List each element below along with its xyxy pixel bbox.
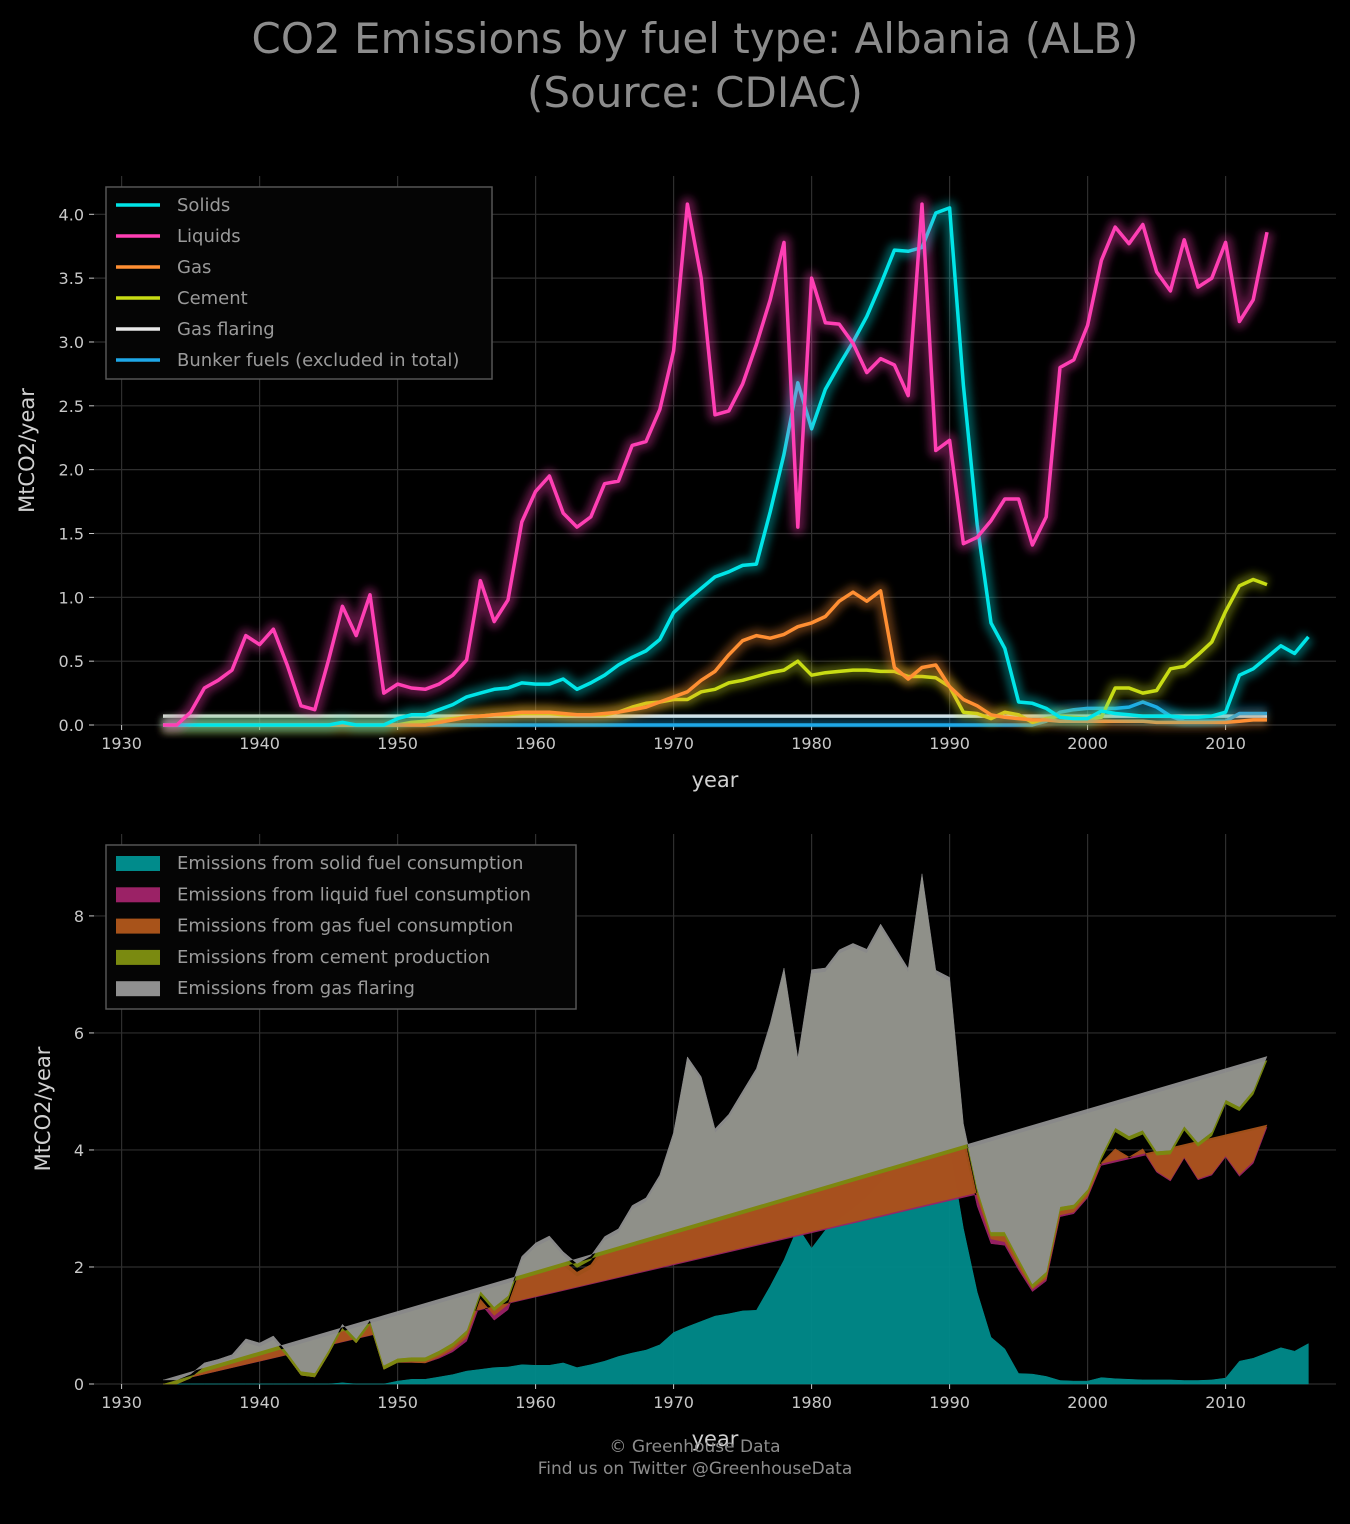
c1-xtick-label: 1960 — [515, 734, 556, 753]
c1-xtick-label: 1990 — [929, 734, 970, 753]
c2-xtick-label: 1970 — [653, 1393, 694, 1412]
c2-legend-swatch — [116, 918, 160, 934]
c1-xtick-label: 2010 — [1205, 734, 1246, 753]
c1-legend-label: Liquids — [177, 226, 241, 247]
c1-xtick-label: 1930 — [101, 734, 142, 753]
c1-xtick-label: 1970 — [653, 734, 694, 753]
c1-legend-label: Gas flaring — [177, 319, 275, 340]
c1-series-line — [163, 206, 1310, 727]
c2-legend-label: Emissions from gas fuel consumption — [177, 916, 513, 937]
chart-title-line1: CO2 Emissions by fuel type: Albania (ALB… — [251, 14, 1139, 63]
c1-legend-frame — [105, 186, 493, 380]
c2-legend-swatch — [116, 856, 160, 871]
chart-title-line2: (Source: CDIAC) — [527, 68, 863, 117]
c1-ytick-label: 4.0 — [59, 205, 84, 224]
c2-legend-swatch — [116, 981, 160, 997]
c2-legend-label: Emissions from gas flaring — [177, 978, 415, 999]
c2-area-5 — [163, 873, 1268, 1381]
c2-legend-label: Emissions from solid fuel consumption — [177, 853, 523, 874]
footer-copyright: © Greenhouse Data — [609, 1437, 781, 1457]
c1-xtick-label: 1980 — [791, 734, 832, 753]
c1-legend-label: Gas — [177, 257, 211, 278]
c2-ytick-label: 0 — [74, 1375, 84, 1394]
c1-ytick-label: 2.0 — [59, 461, 84, 480]
c2-ytick-label: 4 — [74, 1141, 84, 1160]
c2-legend-swatch — [116, 949, 160, 965]
c1-ytick-label: 1.0 — [59, 588, 84, 607]
c2-xtick-label: 1980 — [791, 1393, 832, 1412]
c1-xlabel: year — [692, 768, 739, 792]
c1-ytick-label: 3.0 — [59, 333, 84, 352]
c2-ytick-label: 8 — [74, 907, 84, 926]
c2-legend: Emissions from solid fuel consumption Emi… — [105, 844, 577, 1010]
c1-xtick-label: 2000 — [1067, 734, 1108, 753]
c2-legend-frame — [105, 844, 577, 1010]
c1-ytick-label: 3.5 — [59, 269, 84, 288]
c1-series-liquids — [163, 197, 1274, 732]
c1-ticks: 1930 1940 1950 1960 1970 1980 1990 2000 2010 0.0 0… — [59, 205, 1246, 753]
c1-legend: Solids Liquids Gas Cement Gas flaring Bunker … — [105, 186, 493, 380]
c2-xtick-label: 1990 — [929, 1393, 970, 1412]
c1-xtick-label: 1950 — [377, 734, 418, 753]
c2-area-1 — [163, 1146, 1309, 1385]
chart-title: CO2 Emissions by fuel type: Albania (ALB… — [0, 12, 1350, 120]
c1-legend-label: Solids — [177, 195, 230, 216]
c2-xtick-label: 1940 — [239, 1393, 280, 1412]
c1-xtick-label: 1940 — [239, 734, 280, 753]
c2-legend-swatch — [116, 887, 160, 903]
c2-legend-label: Emissions from cement production — [177, 947, 490, 968]
footer: © Greenhouse Data Find us on Twitter @Gr… — [0, 1436, 1350, 1480]
c1-ytick-label: 2.5 — [59, 397, 84, 416]
c2-xtick-label: 1960 — [515, 1393, 556, 1412]
c2-xtick-label: 2010 — [1205, 1393, 1246, 1412]
c2-xtick-label: 2000 — [1067, 1393, 1108, 1412]
c2-ytick-label: 6 — [74, 1024, 84, 1043]
c2-xtick-label: 1950 — [377, 1393, 418, 1412]
c1-ytick-label: 0.0 — [59, 716, 84, 735]
footer-twitter: Find us on Twitter @GreenhouseData — [537, 1459, 853, 1479]
c1-legend-label: Bunker fuels (excluded in total) — [177, 350, 459, 371]
c2-xtick-label: 1930 — [101, 1393, 142, 1412]
line-chart: 1930 1940 1950 1960 1970 1980 1990 2000 2010 0.0 0… — [15, 176, 1336, 792]
c1-legend-label: Cement — [177, 288, 248, 309]
c1-series-solids — [163, 200, 1314, 732]
c2-xlabel: year — [692, 1427, 739, 1451]
c2-ytick-label: 2 — [74, 1258, 84, 1277]
c2-ylabel: MtCO2/year — [31, 1046, 55, 1171]
c1-ytick-label: 0.5 — [59, 652, 84, 671]
c2-ticks: 1930 1940 1950 1960 1970 1980 1990 2000 2010 0 2 4 6… — [74, 907, 1246, 1412]
c1-ylabel: MtCO2/year — [15, 388, 39, 513]
c1-ytick-label: 1.5 — [59, 524, 84, 543]
c1-series-line — [163, 202, 1269, 727]
c2-legend-label: Emissions from liquid fuel consumption — [177, 884, 531, 905]
